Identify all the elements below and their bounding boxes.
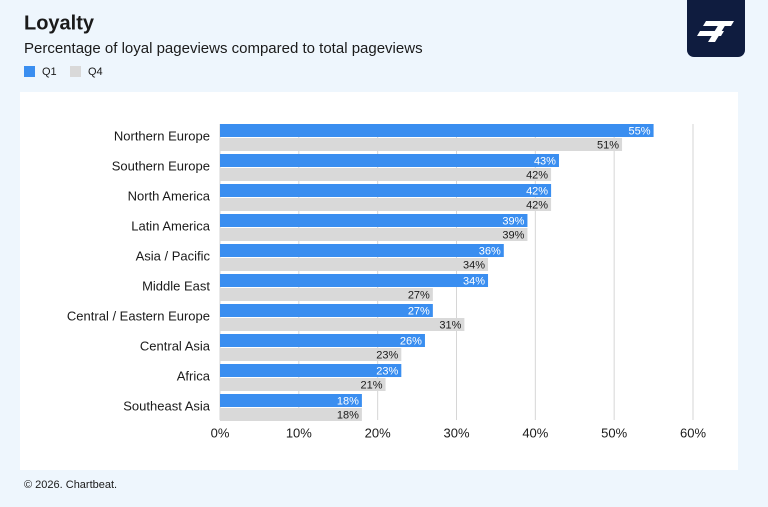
value-label: 27% (408, 305, 430, 317)
value-label: 39% (502, 229, 524, 241)
x-tick-label: 10% (286, 425, 312, 440)
bar (220, 364, 402, 377)
value-label: 34% (463, 259, 485, 271)
value-label: 42% (526, 185, 548, 197)
bar (220, 258, 489, 271)
value-label: 23% (376, 349, 398, 361)
bar (220, 244, 504, 257)
value-label: 26% (400, 335, 422, 347)
value-label: 27% (408, 289, 430, 301)
bar (220, 214, 528, 227)
source: © 2026. Chartbeat. (24, 479, 117, 491)
y-tick-label: Central Asia (140, 338, 211, 353)
value-label: 23% (376, 365, 398, 377)
value-label: 39% (502, 215, 524, 227)
bar (220, 274, 489, 287)
value-label: 18% (337, 409, 359, 421)
bar (220, 304, 433, 317)
bar (220, 318, 465, 331)
value-label: 42% (526, 169, 548, 181)
y-tick-label: Southern Europe (112, 158, 210, 173)
x-tick-label: 50% (601, 425, 627, 440)
bar (220, 378, 386, 391)
bar (220, 124, 654, 137)
value-label: 36% (479, 245, 501, 257)
legend-swatch (70, 66, 81, 77)
bar (220, 394, 362, 407)
x-tick-label: 40% (522, 425, 548, 440)
y-tick-label: Africa (177, 368, 211, 383)
bar (220, 198, 552, 211)
y-tick-label: Southeast Asia (123, 398, 210, 413)
bar (220, 138, 623, 151)
chart-title: Loyalty (24, 12, 95, 34)
y-tick-label: North America (128, 188, 211, 203)
bar (220, 288, 433, 301)
bar (220, 334, 425, 347)
value-label: 43% (534, 155, 556, 167)
value-label: 31% (439, 319, 461, 331)
x-tick-label: 60% (680, 425, 706, 440)
y-tick-label: Northern Europe (114, 128, 210, 143)
bar (220, 228, 528, 241)
bar (220, 184, 552, 197)
y-tick-label: Central / Eastern Europe (67, 308, 210, 323)
y-tick-label: Asia / Pacific (136, 248, 211, 263)
value-label: 55% (629, 125, 651, 137)
bar (220, 168, 552, 181)
bar (220, 408, 362, 421)
legend-label: Q1 (42, 66, 57, 78)
value-label: 21% (361, 379, 383, 391)
x-tick-label: 30% (443, 425, 469, 440)
y-tick-label: Middle East (142, 278, 210, 293)
value-label: 42% (526, 199, 548, 211)
x-tick-label: 20% (365, 425, 391, 440)
value-label: 51% (597, 139, 619, 151)
x-tick-label: 0% (211, 425, 230, 440)
y-tick-label: Latin America (131, 218, 211, 233)
bar (220, 348, 402, 361)
bar (220, 154, 559, 167)
logo (687, 0, 745, 57)
legend-swatch (24, 66, 35, 77)
value-label: 34% (463, 275, 485, 287)
legend-label: Q4 (88, 66, 103, 78)
value-label: 18% (337, 395, 359, 407)
chart-subtitle: Percentage of loyal pageviews compared t… (24, 40, 423, 57)
